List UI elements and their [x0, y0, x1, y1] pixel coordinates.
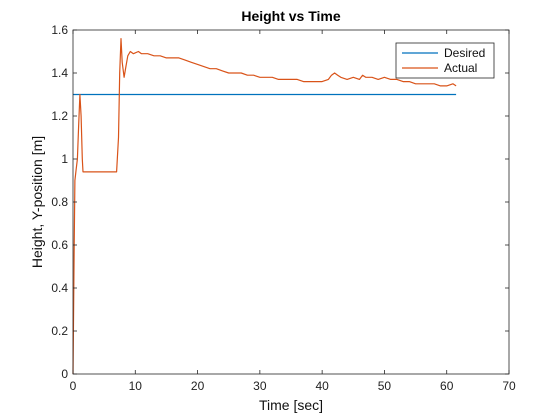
y-tick-label: 0.4: [51, 281, 68, 295]
ticks-layer: 0 10 20 30 40 50 60 70 0 0.2 0.4 0.6 0.8 1 1.2 1.4 1.6: [51, 23, 516, 393]
y-tick-label: 0.2: [51, 324, 68, 338]
plot-area: [73, 30, 509, 374]
x-axis-label: Time [sec]: [259, 397, 323, 413]
y-tick-label: 1.4: [51, 66, 68, 80]
x-tick-label: 40: [315, 379, 329, 393]
chart-title: Height vs Time: [241, 8, 341, 24]
x-tick-label: 30: [253, 379, 267, 393]
y-tick-label: 0: [61, 367, 68, 381]
series-layer: [72, 37, 457, 375]
y-axis-label: Height, Y-position [m]: [29, 136, 45, 268]
x-tick-label: 10: [129, 379, 143, 393]
x-tick-label: 50: [378, 379, 392, 393]
y-tick-label: 1.2: [51, 109, 68, 123]
legend: Desired Actual: [395, 42, 495, 79]
legend-box: [395, 42, 495, 79]
y-tick-label: 0.6: [51, 238, 68, 252]
y-tick-label: 0.8: [51, 195, 68, 209]
y-tick-label: 1: [61, 152, 68, 166]
legend-label-actual: Actual: [444, 61, 477, 75]
x-tick-label: 70: [502, 379, 516, 393]
legend-label-desired: Desired: [444, 46, 485, 60]
x-tick-label: 0: [70, 379, 77, 393]
y-tick-label: 1.6: [51, 23, 68, 37]
x-tick-label: 60: [440, 379, 454, 393]
x-tick-label: 20: [191, 379, 205, 393]
series-line-actual: [72, 37, 457, 375]
